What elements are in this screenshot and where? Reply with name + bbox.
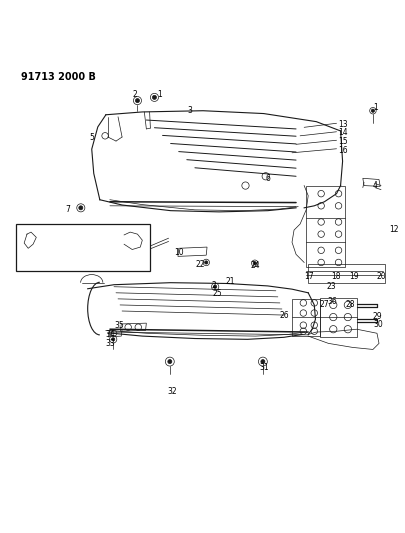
Text: 30: 30 (372, 320, 382, 329)
Text: 3: 3 (187, 106, 192, 115)
Text: 18: 18 (330, 272, 339, 281)
Text: 39: 39 (130, 259, 138, 265)
Text: 19: 19 (349, 272, 358, 281)
Text: 2: 2 (211, 281, 215, 290)
Circle shape (111, 338, 115, 341)
Text: I-: I- (125, 259, 129, 265)
Text: 23: 23 (326, 282, 336, 291)
Text: I-: I- (87, 256, 91, 262)
Text: 14: 14 (337, 128, 347, 138)
Text: 32: 32 (167, 387, 177, 397)
Text: 9: 9 (104, 251, 109, 260)
Text: 91713 2000 B: 91713 2000 B (21, 72, 96, 82)
Text: 6: 6 (265, 174, 270, 183)
Text: 4: 4 (372, 181, 377, 190)
Text: 34: 34 (106, 330, 115, 339)
Text: 1: 1 (157, 90, 162, 99)
Text: 24: 24 (250, 261, 260, 270)
Text: 26: 26 (278, 311, 288, 320)
Text: 27: 27 (319, 300, 328, 309)
Circle shape (135, 99, 139, 103)
Text: 7: 7 (65, 205, 70, 214)
Text: 28: 28 (345, 300, 354, 309)
Text: 22: 22 (195, 260, 205, 269)
Text: 8: 8 (116, 239, 120, 247)
Text: 37: 37 (25, 231, 35, 240)
Text: 2: 2 (132, 90, 136, 99)
Text: 20: 20 (376, 272, 386, 281)
Text: 29: 29 (372, 312, 382, 321)
Text: 38: 38 (25, 262, 34, 271)
Circle shape (253, 262, 256, 265)
Text: 13: 13 (337, 120, 347, 129)
Circle shape (79, 206, 83, 210)
Text: 21: 21 (225, 277, 234, 286)
Text: 1: 1 (372, 103, 377, 112)
Text: 35: 35 (114, 321, 124, 330)
Bar (16, 224, 149, 271)
Circle shape (204, 261, 207, 264)
Text: 25: 25 (212, 289, 222, 298)
Text: 15: 15 (337, 138, 347, 147)
Circle shape (260, 360, 264, 364)
Text: 31: 31 (259, 363, 269, 372)
Text: 17: 17 (303, 272, 313, 281)
Text: 16: 16 (337, 146, 347, 155)
Circle shape (152, 95, 156, 99)
Circle shape (213, 285, 216, 288)
Text: 39: 39 (94, 256, 102, 262)
Circle shape (167, 360, 171, 364)
Text: 37: 37 (129, 230, 139, 239)
Text: 10: 10 (173, 248, 183, 257)
Text: 12: 12 (388, 225, 398, 234)
Text: 5: 5 (89, 133, 94, 142)
Text: 40: 40 (78, 230, 88, 239)
Circle shape (371, 109, 374, 112)
Text: 11: 11 (97, 262, 106, 271)
Text: 33: 33 (106, 339, 115, 348)
Text: 36: 36 (327, 297, 337, 306)
